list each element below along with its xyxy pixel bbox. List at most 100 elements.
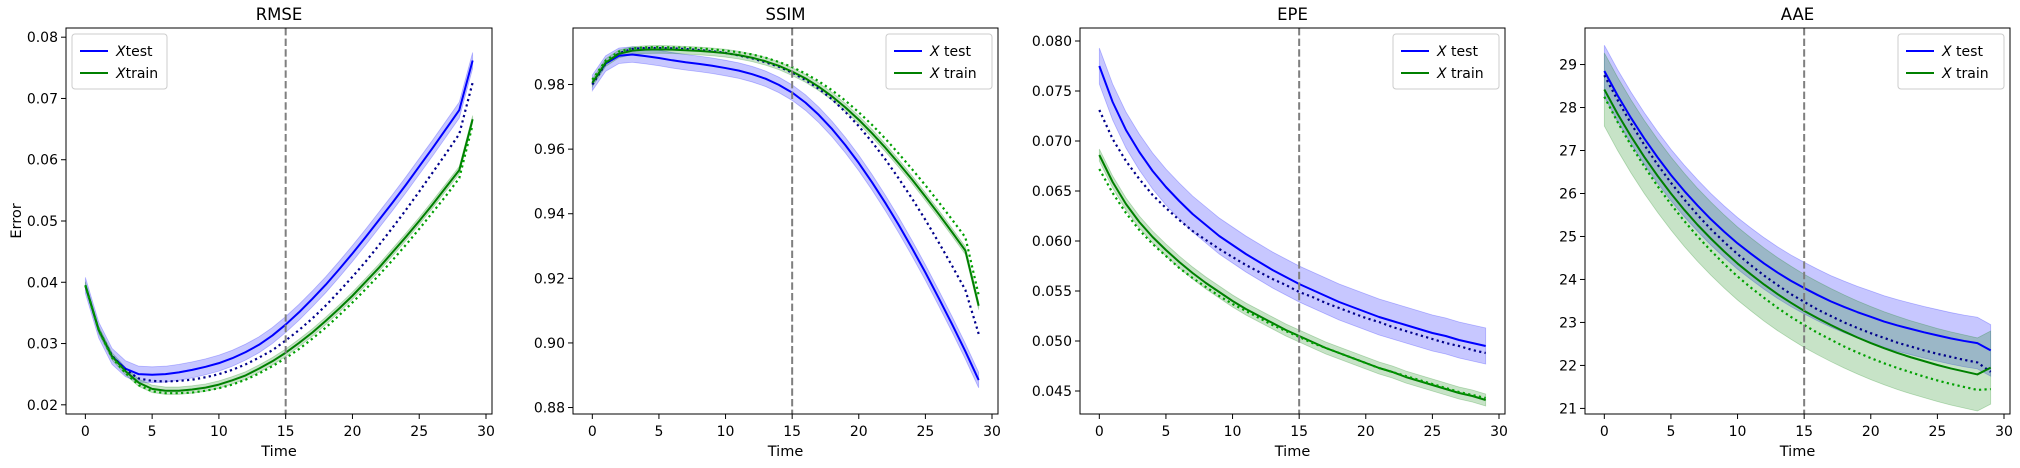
series-line-2 [84, 119, 474, 392]
legend-label: X train [1941, 66, 1989, 82]
plot-frame [572, 27, 999, 415]
legend-label: X test [1941, 44, 1983, 60]
y-tick-label: 0.075 [1032, 84, 1072, 100]
legend-label: Xtest [115, 44, 153, 60]
plot-frame [1079, 27, 1506, 415]
series-line-0 [1603, 70, 1992, 352]
x-tick-label: 10 [717, 424, 735, 440]
plot-area [66, 28, 492, 414]
legend-label-text: test [1952, 44, 1984, 60]
x-tick-label: 20 [1357, 424, 1375, 440]
confidence-band-2 [591, 45, 980, 310]
y-tick-label: 0.98 [534, 78, 565, 94]
legend-label-symbol: X [1941, 44, 1952, 60]
legend-label: Xtrain [115, 66, 158, 82]
legend-label: X train [929, 66, 977, 82]
x-tick-label: 5 [1666, 424, 1675, 440]
confidence-band-2 [1603, 52, 1992, 412]
x-tick-label: 25 [916, 424, 934, 440]
x-tick-label: 10 [1729, 424, 1747, 440]
chart-title: EPE [1277, 5, 1308, 24]
x-tick-label: 20 [344, 424, 362, 440]
y-tick-label: 29 [1559, 58, 1577, 74]
y-tick-label: 28 [1559, 101, 1577, 117]
x-tick-label: 20 [850, 424, 868, 440]
y-tick-label: 22 [1559, 358, 1577, 374]
x-tick-label: 15 [277, 424, 295, 440]
legend-label-symbol: X [115, 66, 126, 82]
legend-label-text: train [1952, 66, 1989, 82]
chart-aae: 0 5 10 15 20 25 30 21 22 23 24 25 26 27 28 29 AAE Time X t… [1559, 5, 2013, 460]
y-tick-label: 25 [1559, 229, 1577, 245]
x-tick-label: 5 [1161, 424, 1170, 440]
legend-label-symbol: X [929, 44, 940, 60]
y-tick-label: 0.04 [27, 275, 58, 291]
y-tick-label: 0.050 [1032, 334, 1072, 350]
x-tick-label: 30 [983, 424, 1001, 440]
x-tick-label: 5 [148, 424, 157, 440]
legend-label-text: train [940, 66, 977, 82]
confidence-band-0 [1603, 44, 1992, 377]
legend-label-symbol: X [115, 44, 126, 60]
data-layer [591, 45, 980, 389]
legend-box [1392, 33, 1500, 90]
series-line-3 [591, 45, 980, 296]
y-tick-label: 0.045 [1032, 384, 1072, 400]
x-tick-label: 30 [1995, 424, 2013, 440]
legend-box [885, 33, 993, 90]
y-tick-label: 0.055 [1032, 284, 1072, 300]
y-tick-label: 0.08 [27, 30, 58, 46]
confidence-band-0 [1098, 47, 1487, 365]
x-tick-label: 0 [1600, 424, 1609, 440]
y-tick-label: 0.92 [534, 271, 565, 287]
legend-label-text: train [126, 66, 159, 82]
y-tick-label: 26 [1559, 186, 1577, 202]
series-line-2 [1603, 88, 1992, 376]
data-layer [84, 52, 474, 395]
y-tick-label: 0.96 [534, 142, 565, 158]
chart-title: AAE [1781, 5, 1814, 24]
plot-frame [1584, 27, 2011, 415]
chart-ssim: 0 5 10 15 20 25 30 0.88 0.90 0.92 0.94 0.96 0.98 SSIM… [534, 5, 1001, 460]
data-layer [1098, 47, 1487, 407]
series-line-0 [84, 60, 474, 376]
legend-label: X test [1436, 44, 1478, 60]
series-line-1 [1098, 109, 1486, 355]
x-axis-label: Time [767, 444, 804, 460]
chart-epe: 0 5 10 15 20 25 30 0.045 0.050 0.055 0.060 0.065 0.0… [1032, 5, 1508, 460]
series-line-3 [1098, 168, 1486, 400]
series-line-0 [1098, 65, 1486, 347]
series-line-1 [1603, 74, 1992, 373]
y-tick-label: 24 [1559, 272, 1577, 288]
x-tick-label: 15 [783, 424, 801, 440]
x-axis-label: Time [1779, 444, 1816, 460]
series-line-2 [591, 48, 980, 307]
y-tick-label: 0.02 [27, 398, 58, 414]
y-tick-label: 0.07 [27, 91, 58, 107]
legend-label: X test [929, 44, 971, 60]
series-line-1 [84, 82, 474, 383]
y-tick-label: 0.05 [27, 214, 58, 230]
x-tick-label: 25 [1423, 424, 1441, 440]
legend-label-text: test [126, 44, 153, 60]
series-line-3 [84, 124, 474, 395]
x-tick-label: 0 [588, 424, 597, 440]
x-tick-label: 15 [1290, 424, 1308, 440]
y-tick-label: 21 [1559, 401, 1577, 417]
legend-box [1897, 33, 2005, 90]
x-tick-label: 20 [1862, 424, 1880, 440]
legend-label-symbol: X [929, 66, 940, 82]
legend-box [71, 33, 168, 90]
x-tick-label: 0 [81, 424, 90, 440]
legend-label-text: test [1447, 44, 1479, 60]
y-tick-label: 27 [1559, 144, 1577, 160]
y-tick-label: 0.080 [1032, 34, 1072, 50]
x-axis-label: Time [260, 444, 297, 460]
y-tick-label: 0.06 [27, 153, 58, 169]
y-axis-label: Error [9, 203, 25, 238]
